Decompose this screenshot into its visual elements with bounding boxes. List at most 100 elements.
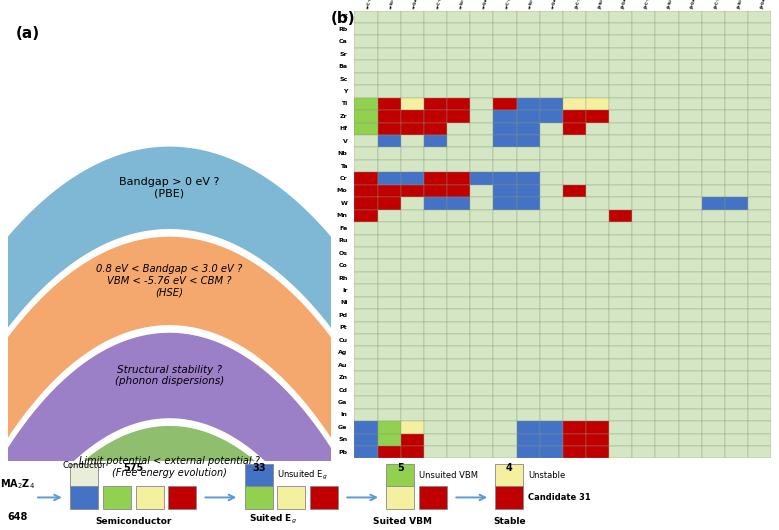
Bar xyxy=(493,197,516,210)
Bar xyxy=(633,359,655,372)
Bar xyxy=(679,297,702,309)
Bar xyxy=(471,446,493,458)
Bar xyxy=(447,23,471,36)
Bar xyxy=(540,384,562,396)
Bar xyxy=(540,222,562,234)
Bar xyxy=(702,23,725,36)
Bar xyxy=(633,172,655,185)
Bar xyxy=(447,48,471,60)
Bar xyxy=(679,372,702,384)
Bar xyxy=(378,122,400,135)
Bar xyxy=(400,297,424,309)
Text: Y: Y xyxy=(343,89,347,94)
Bar xyxy=(493,11,516,23)
Bar xyxy=(493,359,516,372)
Bar xyxy=(354,160,378,172)
Bar xyxy=(424,409,447,421)
Text: α-Si-As: α-Si-As xyxy=(528,0,537,10)
Bar xyxy=(562,446,586,458)
Text: (a): (a) xyxy=(16,25,41,41)
Bar xyxy=(540,247,562,259)
Bar xyxy=(378,73,400,85)
Bar xyxy=(679,396,702,409)
Bar xyxy=(447,210,471,222)
Text: Ga: Ga xyxy=(338,400,347,405)
Bar xyxy=(493,85,516,98)
Bar xyxy=(471,48,493,60)
Bar xyxy=(447,409,471,421)
Bar xyxy=(493,434,516,446)
Bar xyxy=(447,197,471,210)
Bar xyxy=(493,297,516,309)
Bar xyxy=(354,309,378,322)
Bar xyxy=(471,396,493,409)
Text: Pt: Pt xyxy=(340,325,347,330)
Bar xyxy=(633,334,655,347)
Bar xyxy=(277,485,305,509)
Bar xyxy=(679,222,702,234)
Bar xyxy=(424,85,447,98)
Bar xyxy=(493,60,516,73)
Bar xyxy=(493,347,516,359)
Bar xyxy=(725,122,748,135)
Bar xyxy=(655,421,679,434)
Bar xyxy=(633,23,655,36)
Bar xyxy=(586,334,609,347)
Bar xyxy=(633,122,655,135)
Bar xyxy=(540,197,562,210)
Bar xyxy=(725,322,748,334)
Bar xyxy=(424,421,447,434)
Bar xyxy=(633,185,655,197)
Text: β-C-P: β-C-P xyxy=(644,0,651,10)
Text: Ni: Ni xyxy=(340,301,347,305)
Bar xyxy=(748,172,771,185)
Bar xyxy=(516,247,540,259)
Bar xyxy=(540,185,562,197)
Bar xyxy=(655,384,679,396)
Bar xyxy=(725,172,748,185)
Bar xyxy=(725,247,748,259)
Text: β-Ge-N: β-Ge-N xyxy=(621,0,629,10)
Bar xyxy=(725,309,748,322)
Bar xyxy=(471,409,493,421)
Bar xyxy=(516,359,540,372)
Bar xyxy=(493,396,516,409)
Bar xyxy=(516,60,540,73)
Bar xyxy=(493,384,516,396)
Bar xyxy=(471,85,493,98)
Bar xyxy=(400,23,424,36)
Bar xyxy=(655,160,679,172)
Bar xyxy=(679,172,702,185)
Bar xyxy=(748,372,771,384)
Bar xyxy=(633,60,655,73)
Bar xyxy=(679,272,702,284)
Text: Bandgap > 0 eV ?
(PBE): Bandgap > 0 eV ? (PBE) xyxy=(119,177,220,199)
Bar xyxy=(471,11,493,23)
Bar xyxy=(471,185,493,197)
Bar xyxy=(424,446,447,458)
Bar xyxy=(679,309,702,322)
Bar xyxy=(540,347,562,359)
Text: β-Ge-As: β-Ge-As xyxy=(760,0,769,10)
Bar xyxy=(725,347,748,359)
Bar xyxy=(516,147,540,160)
Bar xyxy=(424,122,447,135)
Polygon shape xyxy=(0,425,368,530)
Text: Cu: Cu xyxy=(339,338,347,343)
Bar xyxy=(748,197,771,210)
Bar xyxy=(748,185,771,197)
Text: β-C-N: β-C-N xyxy=(574,0,582,10)
Bar xyxy=(447,297,471,309)
Bar xyxy=(725,210,748,222)
Bar xyxy=(609,172,633,185)
Bar xyxy=(471,434,493,446)
Bar xyxy=(540,421,562,434)
Bar xyxy=(633,235,655,247)
Bar xyxy=(748,259,771,272)
Bar xyxy=(354,446,378,458)
Bar xyxy=(424,48,447,60)
Bar xyxy=(447,309,471,322)
Bar xyxy=(400,421,424,434)
Bar xyxy=(609,60,633,73)
Bar xyxy=(702,147,725,160)
